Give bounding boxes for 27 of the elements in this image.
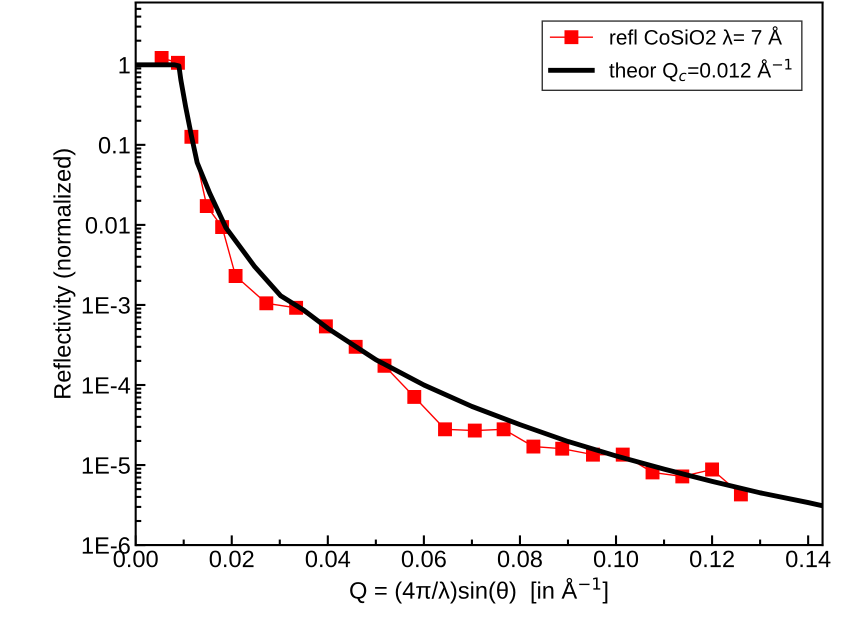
point [468,424,482,438]
point [496,422,511,436]
y-tick-label: 1E-4 [82,377,130,394]
x-tick-label: 0.14 [786,550,830,568]
y-tick-label: 0.1 [98,136,130,154]
y-tick-label: 1E-5 [82,457,130,474]
point [407,390,422,404]
point [705,462,720,476]
x-tick-label: 0.08 [498,550,542,568]
y-axis-title: Reflectivity (normalized) [53,149,76,398]
x-tick-label: 0.06 [402,550,446,568]
x-tick-label: 0.12 [690,550,734,568]
point [228,269,243,283]
point [555,442,570,456]
point [200,199,214,213]
point [438,422,452,436]
y-tick-label: 1E-3 [82,297,130,314]
point [259,296,274,310]
legend-label: refl CoSiO2 λ= 7 Å [610,26,782,45]
y-tick-label: 1 [119,57,130,74]
legend-label: theor Q$_{c}$=0.012 Å$^{−1}$ [609,58,792,82]
x-tick-label: 0.10 [594,550,638,568]
y-tick-label: 0.01 [86,216,130,234]
point [526,440,540,454]
x-axis-title: Q = (4π/λ)sin(θ) [in Å$^{−1}$] [350,578,608,604]
x-tick-label: 0.04 [306,550,350,568]
x-tick-label: 0.02 [210,550,254,568]
